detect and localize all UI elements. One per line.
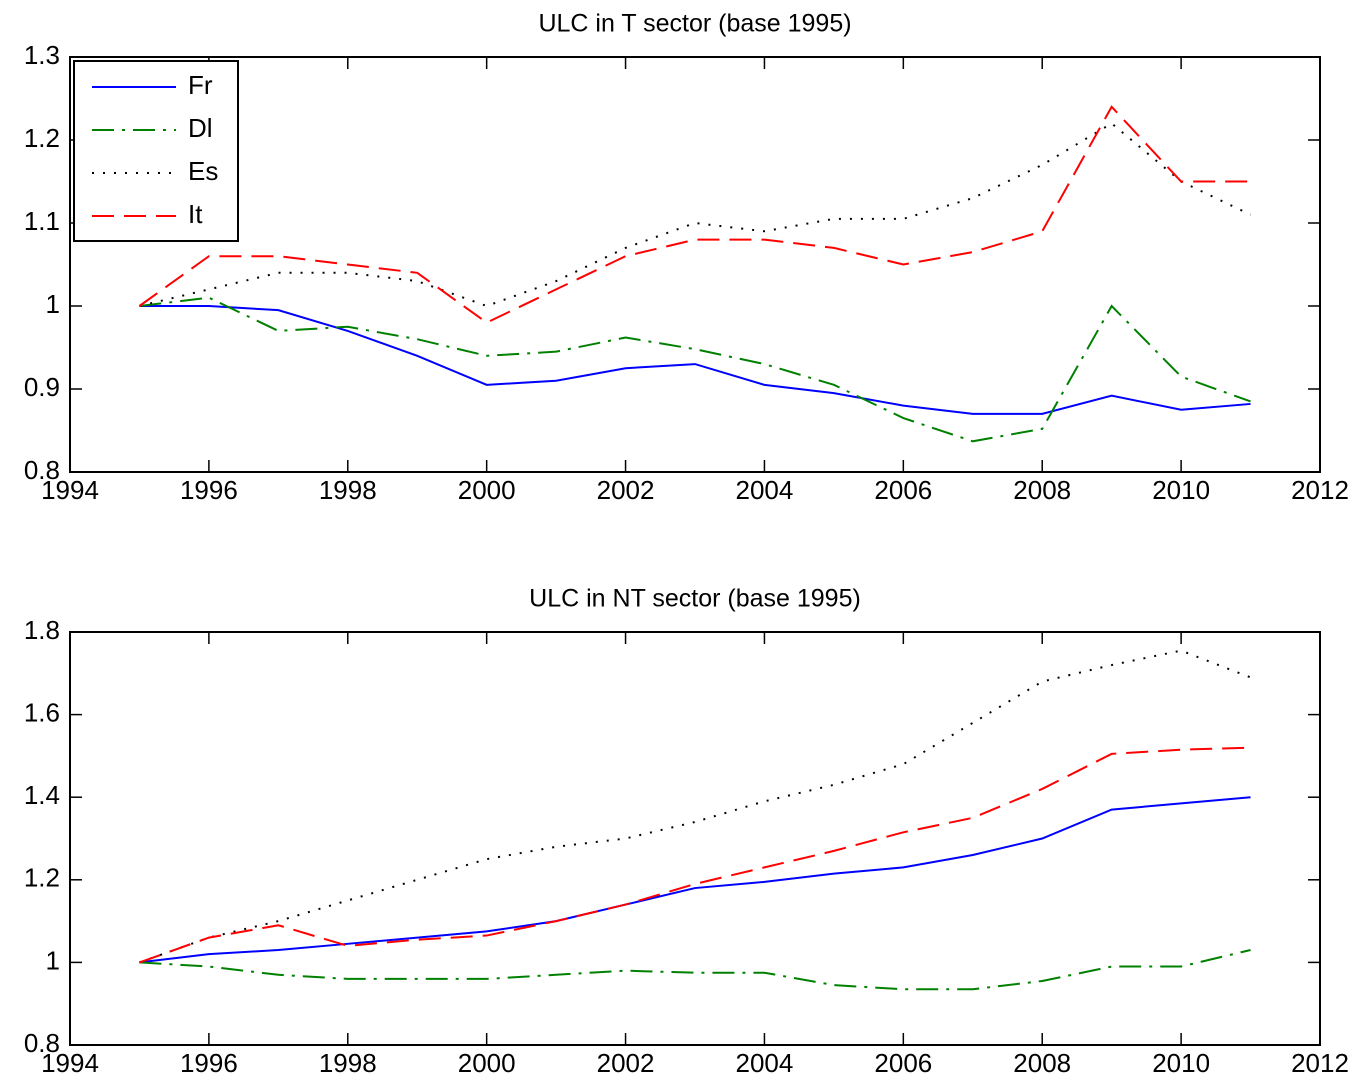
x-tick-label: 2008	[1013, 1048, 1071, 1078]
x-tick-label: 1994	[41, 1048, 99, 1078]
x-tick-label: 2006	[874, 1048, 932, 1078]
x-tick-label: 2004	[736, 475, 794, 505]
chart-title: ULC in NT sector (base 1995)	[529, 585, 861, 613]
y-tick-label: 1	[46, 945, 60, 975]
x-tick-label: 2002	[597, 1048, 655, 1078]
series-line	[138, 105, 1251, 324]
y-tick-label: 1.2	[24, 123, 60, 153]
x-tick-label: 2012	[1291, 1048, 1349, 1078]
x-tick-label: 2012	[1291, 475, 1349, 505]
series-line	[139, 649, 1251, 964]
y-tick-label: 1	[46, 289, 60, 319]
legend-label: Dl	[188, 113, 213, 143]
legend-label: Es	[188, 156, 218, 186]
legend-label: Fr	[188, 70, 213, 100]
y-tick-label: 1.4	[24, 780, 60, 810]
legend-box	[73, 60, 239, 242]
x-tick-label: 2000	[458, 475, 516, 505]
series-line	[139, 122, 1251, 308]
x-tick-label: 1998	[319, 1048, 377, 1078]
x-tick-label: 2000	[458, 1048, 516, 1078]
axes-box	[69, 631, 1321, 1046]
y-tick-label: 0.8	[24, 455, 60, 485]
y-tick-label: 0.9	[24, 372, 60, 402]
y-tick-label: 1.6	[24, 697, 60, 727]
legend-label: It	[188, 199, 203, 229]
x-tick-label: 2006	[874, 475, 932, 505]
y-tick-label: 1.2	[24, 863, 60, 893]
series-line	[139, 796, 1251, 964]
x-tick-label: 1994	[41, 475, 99, 505]
x-tick-label: 2008	[1013, 475, 1071, 505]
x-tick-label: 1996	[180, 1048, 238, 1078]
y-tick-label: 0.8	[24, 1028, 60, 1058]
x-tick-label: 2004	[736, 1048, 794, 1078]
y-tick-label: 1.8	[24, 615, 60, 645]
x-tick-label: 1996	[180, 475, 238, 505]
axes-box	[69, 56, 1321, 473]
chart-title: ULC in T sector (base 1995)	[538, 10, 851, 38]
y-tick-label: 1.1	[24, 206, 60, 236]
series-line	[139, 949, 1251, 991]
series-line	[139, 305, 1251, 415]
x-tick-label: 2010	[1152, 1048, 1210, 1078]
series-line	[139, 746, 1251, 964]
y-tick-label: 1.3	[24, 40, 60, 70]
x-tick-label: 2010	[1152, 475, 1210, 505]
x-tick-label: 2002	[597, 475, 655, 505]
x-tick-label: 1998	[319, 475, 377, 505]
